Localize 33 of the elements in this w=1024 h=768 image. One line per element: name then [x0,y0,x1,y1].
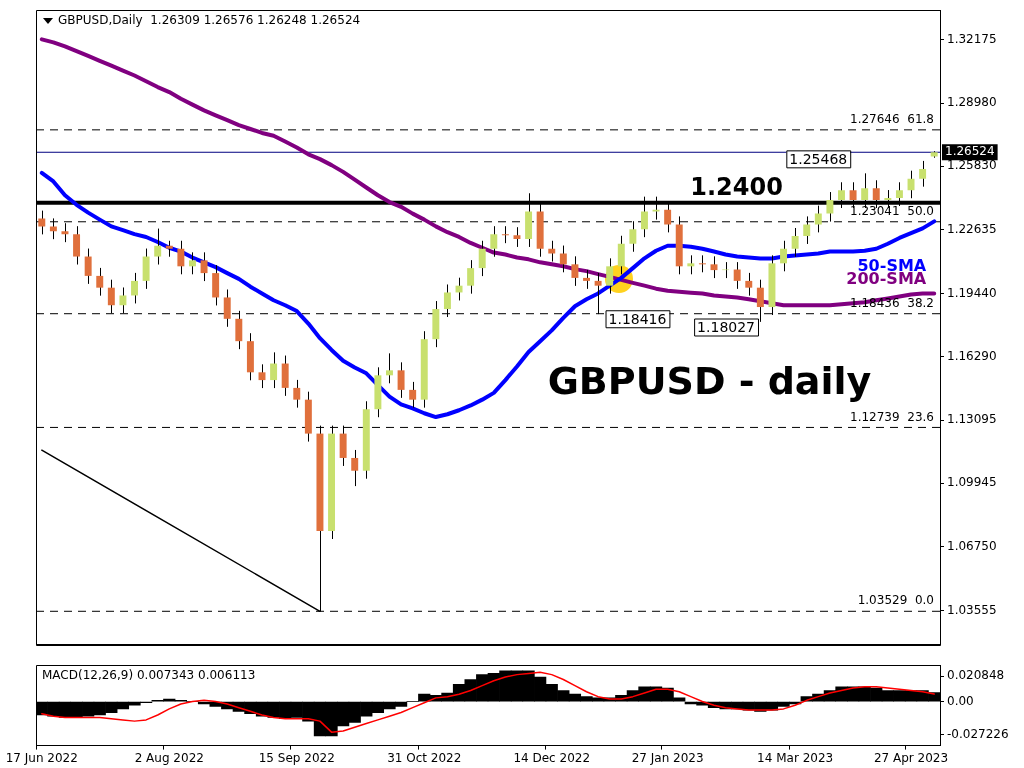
x-tick-label: 31 Oct 2022 [387,750,462,765]
ref-line-label: 1.03529 0.0 [857,593,934,608]
ref-line-label: 1.27646 61.8 [850,111,934,126]
y-tick-label: 1.13095 [947,412,997,427]
ref-line-label: 1.23041 50.0 [850,203,934,218]
annotation: GBPUSD - daily [547,359,872,404]
annotation: 1.18416 [608,310,667,327]
y-tick-label: -0.027226 [947,726,1009,741]
x-tick-label: 27 Jan 2023 [631,750,704,765]
y-tick-label: 1.32175 [947,31,997,46]
chart-title: GBPUSD,Daily 1.26309 1.26576 1.26248 1.26524 [58,13,361,28]
x-tick-label: 15 Sep 2022 [258,750,335,765]
annotation: 1.25468 [789,150,848,167]
y-tick-label: 1.28980 [947,95,997,110]
x-tick-label: 14 Mar 2023 [757,750,834,765]
y-tick-label: 1.16290 [947,348,997,363]
ref-line-label: 1.12739 23.6 [850,409,934,424]
y-tick-label: 1.19440 [947,285,997,300]
x-tick-label: 17 Jun 2022 [5,750,78,765]
y-tick-label: 1.06750 [947,539,997,554]
y-tick-label: 0.020848 [947,668,1005,683]
annotation: 1.2400 [690,172,783,201]
y-tick-label: 1.22635 [947,222,997,237]
annotation: 1.18027 [697,319,756,336]
x-tick-label: 14 Dec 2022 [513,750,591,765]
chart-title: MACD(12,26,9) 0.007343 0.006113 [42,668,256,683]
y-tick-label: 1.03555 [947,602,997,617]
y-tick-label: 0.00 [947,693,974,708]
y-tick-label: 1.25830 [947,158,997,173]
ref-line-label: 1.26524 [945,144,995,159]
x-tick-label: 2 Aug 2022 [134,750,204,765]
x-tick-label: 27 Apr 2023 [873,750,949,765]
y-tick-label: 1.09945 [947,475,997,490]
